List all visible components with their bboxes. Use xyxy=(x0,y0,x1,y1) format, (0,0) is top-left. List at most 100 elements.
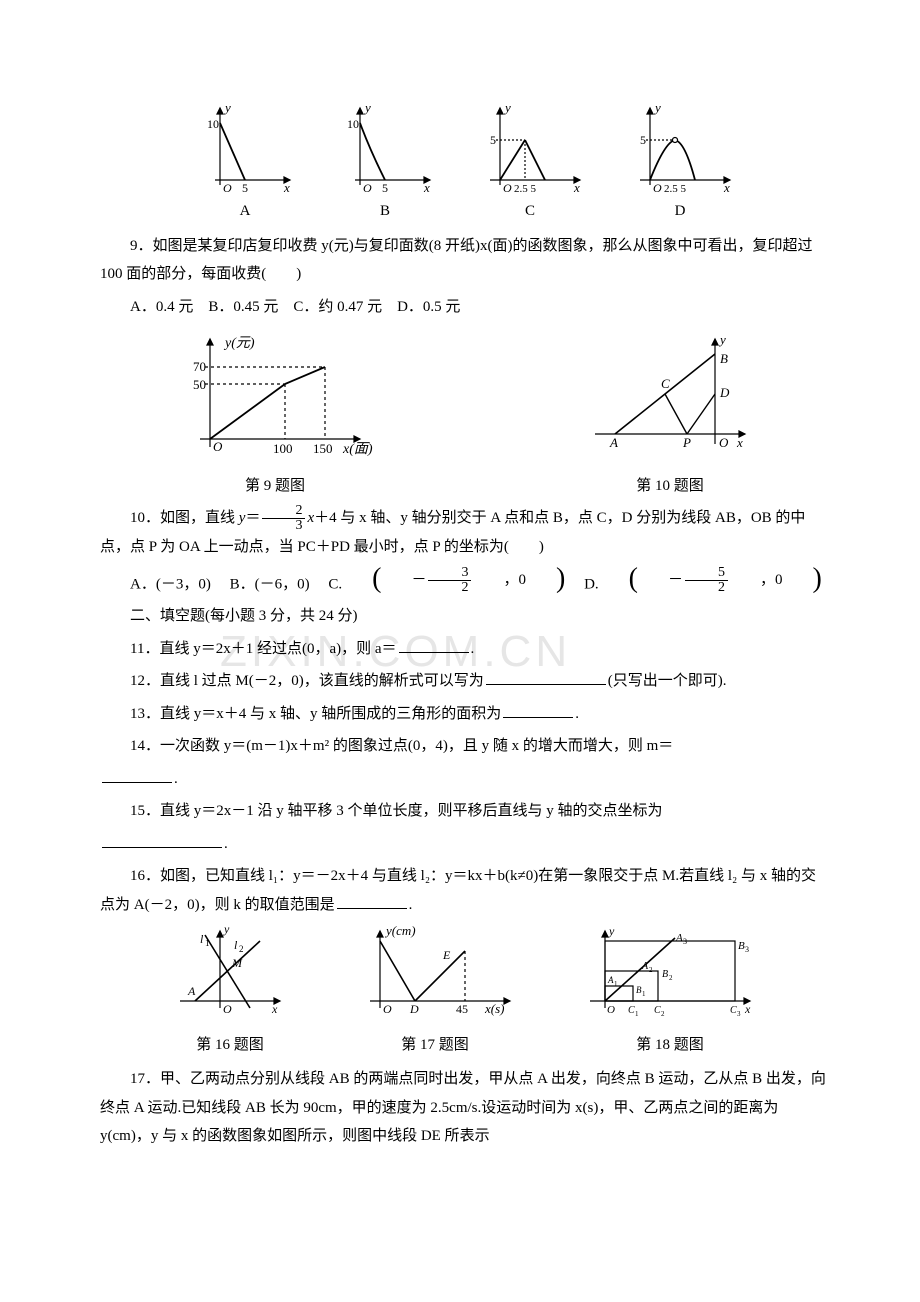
fig-q10: y B C D A P O x 第 10 题图 xyxy=(585,329,755,500)
svg-text:C: C xyxy=(730,1005,737,1016)
svg-text:2: 2 xyxy=(649,966,653,974)
svg-text:C: C xyxy=(628,1005,635,1016)
q10-optB: B．(－6，0) xyxy=(230,576,310,592)
fig-row-q8: 10 5 O x y A 10 xyxy=(100,100,830,226)
svg-text:70: 70 xyxy=(193,359,206,374)
fig-q18: y A3 B3 A2 B2 A1 B1 O C1 C2 C3 x 第 18 题图 xyxy=(580,923,760,1059)
svg-text:O: O xyxy=(213,439,223,454)
svg-text:10: 10 xyxy=(347,117,359,131)
q13: 13．直线 y＝x＋4 与 x 轴、y 轴所围成的三角形的面积为. xyxy=(100,700,830,729)
svg-text:x: x xyxy=(271,1002,278,1016)
svg-text:x(s): x(s) xyxy=(484,1001,505,1016)
svg-text:y: y xyxy=(223,100,231,115)
q11-post: . xyxy=(471,641,475,657)
svg-text:3: 3 xyxy=(683,937,687,946)
q10-optA: A．(－3，0) xyxy=(130,576,211,592)
q15-blank xyxy=(102,832,222,848)
q14-pre: 14．一次函数 y＝(m－1)x＋m² 的图象过点(0，4)，且 y 随 x 的… xyxy=(130,738,673,754)
fig-d: 5 2.5 5 O x y D xyxy=(620,100,740,226)
svg-text:M: M xyxy=(231,956,243,970)
fig-b: 10 5 O x y B xyxy=(330,100,440,226)
svg-text:O: O xyxy=(223,181,232,195)
svg-text:5: 5 xyxy=(242,181,248,195)
svg-text:A: A xyxy=(675,932,683,944)
q9-text: 9．如图是某复印店复印收费 y(元)与复印面数(8 开纸)x(面)的函数图象，那… xyxy=(100,232,830,289)
q11: 11．直线 y＝2x＋1 经过点(0，a)，则 a＝. xyxy=(100,635,830,664)
svg-text:O: O xyxy=(503,181,512,195)
svg-text:y: y xyxy=(363,100,371,115)
q14b: . xyxy=(100,765,830,794)
q16-blank xyxy=(337,893,407,909)
svg-text:O: O xyxy=(607,1004,615,1016)
q9-options: A．0.4 元 B．0.45 元 C．约 0.47 元 D．0.5 元 xyxy=(100,293,830,322)
fig-q17: y(cm) E O D 45 x(s) 第 17 题图 xyxy=(350,923,520,1059)
svg-text:1: 1 xyxy=(635,1010,639,1018)
svg-text:50: 50 xyxy=(193,377,206,392)
svg-text:O: O xyxy=(653,181,662,195)
svg-text:A: A xyxy=(607,975,614,985)
svg-text:100: 100 xyxy=(273,441,293,456)
svg-text:y: y xyxy=(718,332,726,347)
fig-c: 5 2.5 5 O x y C xyxy=(470,100,590,226)
svg-text:x: x xyxy=(744,1002,751,1016)
svg-text:y(元): y(元) xyxy=(223,336,255,351)
svg-text:2.5 5: 2.5 5 xyxy=(514,183,537,195)
q17-cap: 第 17 题图 xyxy=(350,1031,520,1060)
q13-post: . xyxy=(575,706,579,722)
q12-post: (只写出一个即可). xyxy=(608,673,727,689)
svg-text:x: x xyxy=(423,180,430,195)
svg-text:2: 2 xyxy=(239,944,244,954)
fig-row-16-18: y l1 l2 M A O x 第 16 题图 xyxy=(100,923,830,1059)
svg-text:45: 45 xyxy=(456,1002,468,1016)
q14-blank xyxy=(102,767,172,783)
svg-text:O: O xyxy=(363,181,372,195)
q16-pre: 16．如图，已知直线 l₁：y＝－2x＋4 与直线 l₂：y＝kx＋b(k≠0)… xyxy=(100,868,816,913)
svg-text:y: y xyxy=(653,100,661,115)
svg-text:D: D xyxy=(409,1002,419,1016)
svg-text:5: 5 xyxy=(640,133,646,147)
svg-text:1: 1 xyxy=(614,980,618,988)
svg-text:3: 3 xyxy=(745,945,749,954)
svg-text:l: l xyxy=(234,938,238,952)
q10-text: 10．如图，直线 y＝23x＋4 与 x 轴、y 轴分别交于 A 点和点 B，点… xyxy=(100,504,830,562)
svg-text:B: B xyxy=(738,940,745,952)
svg-text:B: B xyxy=(662,969,668,980)
q12: 12．直线 l 过点 M(－2，0)，该直线的解析式可以写为 (只写出一个即可). xyxy=(100,667,830,696)
q9-caption: 第 9 题图 xyxy=(175,472,375,501)
q13-pre: 13．直线 y＝x＋4 与 x 轴、y 轴所围成的三角形的面积为 xyxy=(130,706,501,722)
q10-optC-pre: C. xyxy=(328,576,342,592)
svg-text:2.5 5: 2.5 5 xyxy=(664,183,687,195)
svg-text:2: 2 xyxy=(669,974,673,982)
svg-text:5: 5 xyxy=(490,133,496,147)
svg-text:y: y xyxy=(503,100,511,115)
svg-text:l: l xyxy=(200,932,204,946)
q10-caption: 第 10 题图 xyxy=(585,472,755,501)
svg-text:C: C xyxy=(654,1005,661,1016)
svg-text:A: A xyxy=(187,984,196,998)
svg-text:E: E xyxy=(442,948,451,962)
q11-pre: 11．直线 y＝2x＋1 经过点(0，a)，则 a＝ xyxy=(130,641,397,657)
svg-text:y: y xyxy=(223,923,230,936)
q13-blank xyxy=(503,702,573,718)
q12-pre: 12．直线 l 过点 M(－2，0)，该直线的解析式可以写为 xyxy=(130,673,484,689)
svg-text:x: x xyxy=(723,180,730,195)
q16-cap: 第 16 题图 xyxy=(170,1031,290,1060)
svg-text:O: O xyxy=(223,1002,232,1016)
fig-a: 10 5 O x y A xyxy=(190,100,300,226)
svg-text:A: A xyxy=(641,961,649,972)
svg-text:D: D xyxy=(719,385,730,400)
q15-post: . xyxy=(224,836,228,852)
svg-text:y: y xyxy=(608,924,615,938)
svg-text:O: O xyxy=(719,435,729,450)
q16: 16．如图，已知直线 l₁：y＝－2x＋4 与直线 l₂：y＝kx＋b(k≠0)… xyxy=(100,862,830,919)
svg-text:x: x xyxy=(736,435,743,450)
svg-text:5: 5 xyxy=(382,181,388,195)
q12-blank xyxy=(486,669,606,685)
q15b: . xyxy=(100,830,830,859)
svg-text:O: O xyxy=(383,1002,392,1016)
svg-text:x(面): x(面) xyxy=(342,442,373,457)
fig-q9: y(元) 70 50 O 100 150 x(面) 第 9 题图 xyxy=(175,329,375,500)
q15-pre: 15．直线 y＝2x－1 沿 y 轴平移 3 个单位长度，则平移后直线与 y 轴… xyxy=(130,803,663,819)
svg-text:P: P xyxy=(682,435,691,450)
fig-label-a: A xyxy=(190,197,300,226)
